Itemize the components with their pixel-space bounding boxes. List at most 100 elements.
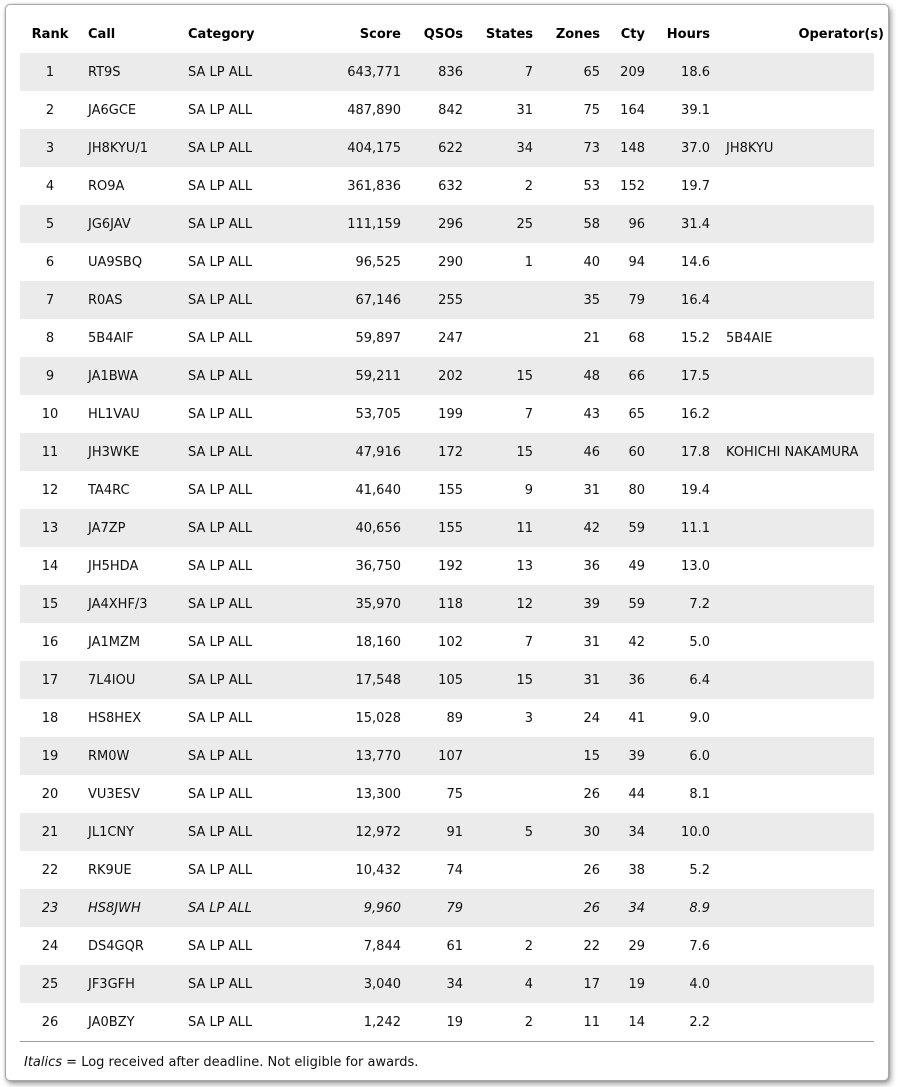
- cell-score: 36,750: [355, 558, 402, 574]
- cell-qsos: 75: [446, 786, 463, 802]
- cell-operator: [718, 585, 874, 623]
- table-row: 12 TA4RC SA LP ALL 41,640 155 9 31 80 19.4: [20, 471, 874, 509]
- table-row: 17 7L4IOU SA LP ALL 17,548 105 15 31 36 6.4: [20, 661, 874, 699]
- cell-category: SA LP ALL: [188, 178, 253, 194]
- cell-hours: 17.5: [681, 368, 710, 384]
- cell-zones: 75: [583, 102, 600, 118]
- cell-qsos: 89: [446, 710, 463, 726]
- cell-states: 5: [524, 824, 533, 840]
- table-row: 11 JH3WKE SA LP ALL 47,916 172 15 46 60 17.8 KOHI…: [20, 433, 874, 471]
- cell-states: [471, 737, 541, 775]
- cell-category: SA LP ALL: [188, 444, 253, 460]
- cell-score: 13,770: [355, 748, 402, 764]
- cell-score: 7,844: [363, 938, 401, 954]
- cell-call: HS8HEX: [88, 710, 142, 726]
- cell-hours: 2.2: [653, 1003, 718, 1042]
- cell-hours: 5.0: [689, 634, 710, 650]
- cell-score: 47,916: [355, 444, 402, 460]
- cell-zones: 58: [583, 216, 600, 232]
- cell-call: JA0BZY: [80, 1003, 180, 1042]
- cell-qsos: 91: [446, 824, 463, 840]
- cell-hours: 19.4: [681, 482, 710, 498]
- cell-hours: 8.1: [689, 786, 710, 802]
- cell-zones: 21: [583, 330, 600, 346]
- cell-qsos: 172: [438, 444, 463, 460]
- cell-rank: 2: [45, 102, 55, 118]
- cell-category: SA LP ALL: [188, 64, 253, 80]
- cell-qsos: 155: [438, 520, 463, 536]
- cell-states: 7: [524, 634, 533, 650]
- cell-zones: 65: [583, 64, 600, 80]
- table-row: 7 R0AS SA LP ALL 67,146 255 35 79 16.4: [20, 281, 874, 319]
- column-header-hours: Hours: [653, 15, 718, 53]
- table-row: 9 JA1BWA SA LP ALL 59,211 202 15 48 66 17.5: [20, 357, 874, 395]
- table-row: 8 5B4AIF SA LP ALL 59,897 247 21 68 15.2 5B4AIE: [20, 319, 874, 357]
- footnote: Italics = Log received after deadline. N…: [20, 1042, 874, 1080]
- cell-rank: 13: [41, 520, 59, 536]
- cell-score: 9,960: [363, 900, 401, 916]
- cell-cty: 19: [628, 976, 645, 992]
- cell-states: 9: [524, 482, 533, 498]
- table-row: 19 RM0W SA LP ALL 13,770 107 15 39 6.0: [20, 737, 874, 775]
- table-row: 6 UA9SBQ SA LP ALL 96,525 290 1 40 94 14.6: [20, 243, 874, 281]
- cell-zones: 24: [583, 710, 600, 726]
- cell-category: SA LP ALL: [188, 976, 253, 992]
- cell-rank: 7: [45, 292, 55, 308]
- table-row: 14 JH5HDA SA LP ALL 36,750 192 13 36 49 13.0: [20, 547, 874, 585]
- column-header-zones: Zones: [541, 15, 608, 53]
- cell-operator: [718, 243, 874, 281]
- cell-score: 487,890: [347, 102, 401, 118]
- cell-rank: 10: [41, 406, 59, 422]
- table-row: 16 JA1MZM SA LP ALL 18,160 102 7 31 42 5.0: [20, 623, 874, 661]
- cell-cty: 36: [628, 672, 645, 688]
- cell-operator: [718, 509, 874, 547]
- cell-operator: [718, 699, 874, 737]
- results-table: Rank Call Category Score QSOs States Zones Cty H…: [20, 15, 884, 1042]
- cell-score: 59,897: [355, 330, 402, 346]
- cell-operator: [718, 471, 874, 509]
- cell-cty: 94: [628, 254, 645, 270]
- cell-rank: 3: [45, 140, 55, 156]
- cell-cty: 14: [608, 1003, 653, 1042]
- cell-operator: [718, 851, 874, 889]
- cell-operator: [718, 927, 874, 965]
- cell-operator: [718, 281, 874, 319]
- cell-call: RO9A: [88, 178, 125, 194]
- cell-rank: 16: [41, 634, 59, 650]
- cell-category: SA LP ALL: [188, 558, 253, 574]
- table-row: 20 VU3ESV SA LP ALL 13,300 75 26 44 8.1: [20, 775, 874, 813]
- cell-rank: 25: [41, 976, 59, 992]
- cell-qsos: 255: [438, 292, 463, 308]
- cell-states: 2: [524, 178, 533, 194]
- cell-zones: 39: [583, 596, 600, 612]
- cell-rank: 18: [41, 710, 59, 726]
- table-row: 5 JG6JAV SA LP ALL 111,159 296 25 58 96 31.4: [20, 205, 874, 243]
- cell-call: DS4GQR: [88, 938, 144, 954]
- table-row: 15 JA4XHF/3 SA LP ALL 35,970 118 12 39 59 7.2: [20, 585, 874, 623]
- cell-rank: 12: [41, 482, 59, 498]
- footnote-text: = Log received after deadline. Not eligi…: [62, 1055, 419, 1070]
- cell-score: 3,040: [363, 976, 401, 992]
- cell-zones: 22: [583, 938, 600, 954]
- cell-states: 15: [516, 672, 533, 688]
- cell-category: SA LP ALL: [188, 672, 253, 688]
- cell-states: 2: [471, 1003, 541, 1042]
- table-row: 24 DS4GQR SA LP ALL 7,844 61 2 22 29 7.6: [20, 927, 874, 965]
- cell-call: JF3GFH: [88, 976, 135, 992]
- cell-hours: 39.1: [681, 102, 710, 118]
- cell-hours: 37.0: [681, 140, 710, 156]
- cell-zones: 35: [583, 292, 600, 308]
- cell-call: 7L4IOU: [88, 672, 136, 688]
- cell-category: SA LP ALL: [188, 786, 253, 802]
- cell-category: SA LP ALL: [188, 824, 253, 840]
- cell-qsos: 202: [438, 368, 463, 384]
- cell-qsos: 79: [446, 900, 463, 916]
- cell-zones: 17: [583, 976, 600, 992]
- cell-zones: 48: [583, 368, 600, 384]
- cell-qsos: 192: [438, 558, 463, 574]
- cell-states: [471, 319, 541, 357]
- cell-score: 15,028: [355, 710, 402, 726]
- cell-call: VU3ESV: [88, 786, 141, 802]
- cell-states: 11: [516, 520, 533, 536]
- cell-states: [471, 889, 541, 927]
